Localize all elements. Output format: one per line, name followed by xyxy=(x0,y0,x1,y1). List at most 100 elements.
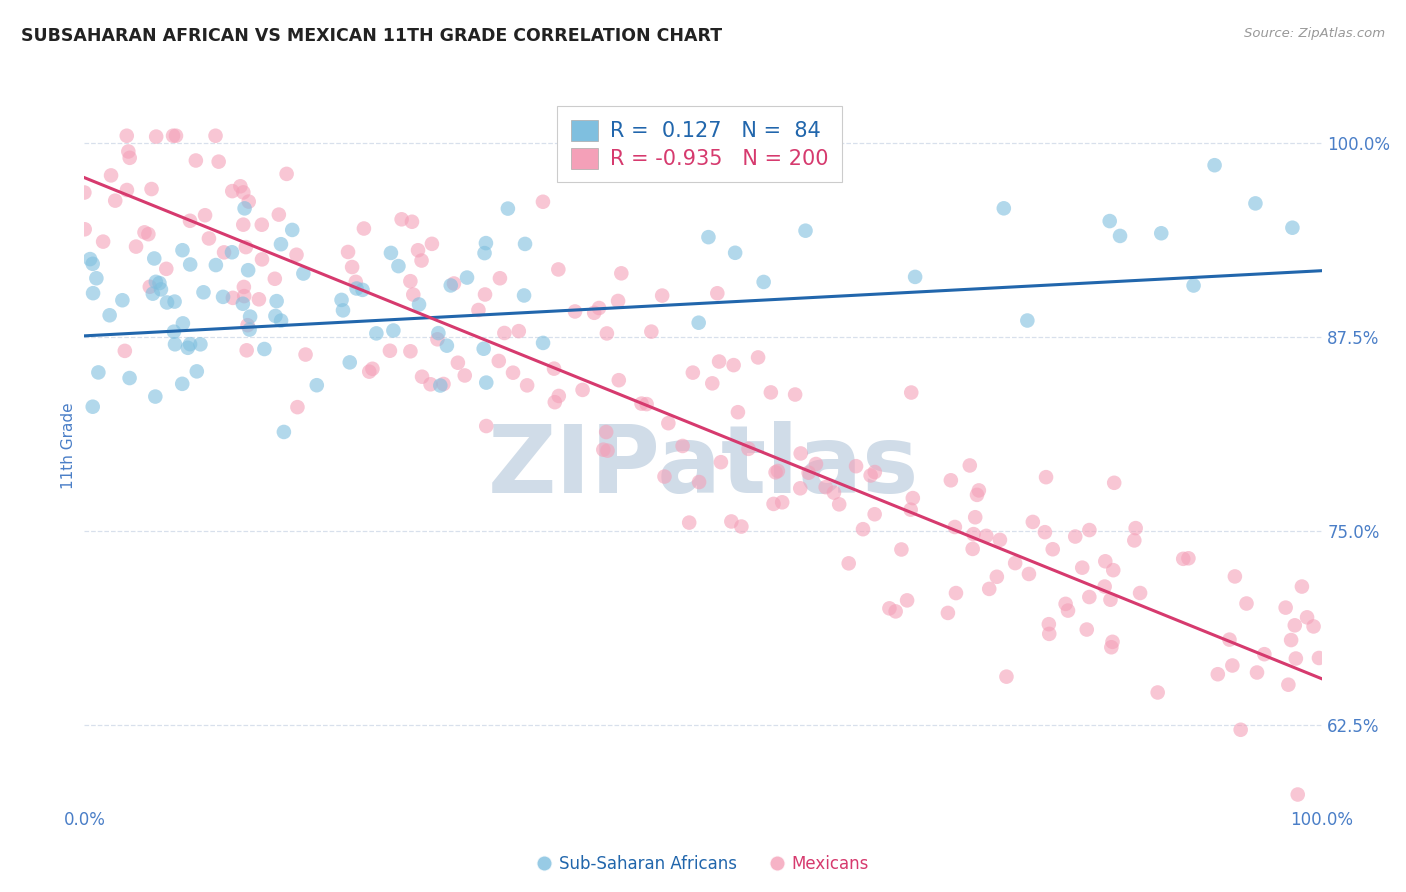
Point xyxy=(1177,551,1199,566)
Point xyxy=(233,202,256,216)
Point xyxy=(359,365,381,379)
Point xyxy=(785,387,807,401)
Point xyxy=(1220,658,1243,673)
Point xyxy=(710,455,733,469)
Point xyxy=(134,225,156,239)
Point xyxy=(266,294,288,309)
Point xyxy=(496,202,519,216)
Point xyxy=(408,297,430,311)
Point xyxy=(474,246,496,260)
Point xyxy=(1125,521,1147,535)
Point xyxy=(205,258,228,272)
Point xyxy=(979,582,1001,596)
Point xyxy=(190,337,212,351)
Point xyxy=(838,557,860,571)
Point xyxy=(1076,623,1098,637)
Point xyxy=(382,324,405,338)
Point xyxy=(939,473,962,487)
Point xyxy=(707,354,730,368)
Point xyxy=(1054,597,1077,611)
Point xyxy=(706,286,728,301)
Point xyxy=(149,282,172,296)
Point xyxy=(770,495,793,509)
Point xyxy=(797,466,820,480)
Point xyxy=(125,239,148,253)
Point xyxy=(143,252,166,266)
Point xyxy=(443,277,465,291)
Point xyxy=(287,400,309,414)
Point xyxy=(401,215,423,229)
Point xyxy=(399,344,422,359)
Point xyxy=(346,281,368,295)
Point xyxy=(986,570,1008,584)
Point xyxy=(232,218,254,232)
Point xyxy=(141,182,163,196)
Point xyxy=(163,294,186,309)
Point xyxy=(543,361,565,376)
Point xyxy=(1071,560,1094,574)
Point xyxy=(239,310,262,324)
Point xyxy=(411,253,433,268)
Point xyxy=(82,257,104,271)
Point xyxy=(337,244,360,259)
Point xyxy=(678,516,700,530)
Point xyxy=(547,262,569,277)
Point xyxy=(607,293,630,308)
Point xyxy=(737,442,759,456)
Text: ZIPatlas: ZIPatlas xyxy=(488,421,918,514)
Point xyxy=(1033,525,1056,540)
Point xyxy=(1291,580,1313,594)
Point xyxy=(142,286,165,301)
Point xyxy=(86,271,108,285)
Point xyxy=(402,287,425,301)
Point xyxy=(688,475,710,489)
Point xyxy=(165,128,187,143)
Point xyxy=(475,376,498,390)
Point xyxy=(115,128,138,143)
Point xyxy=(184,153,207,168)
Point xyxy=(426,332,449,346)
Point xyxy=(232,280,254,294)
Point xyxy=(823,485,845,500)
Point xyxy=(1146,685,1168,699)
Point xyxy=(1229,723,1251,737)
Point xyxy=(610,266,633,280)
Point xyxy=(1206,667,1229,681)
Point xyxy=(419,377,441,392)
Point xyxy=(1078,523,1101,537)
Point xyxy=(1277,678,1299,692)
Point xyxy=(406,244,429,258)
Point xyxy=(366,326,388,341)
Point xyxy=(1004,556,1026,570)
Point xyxy=(212,245,235,260)
Point xyxy=(104,194,127,208)
Point xyxy=(204,128,226,143)
Point xyxy=(172,244,194,258)
Point xyxy=(467,303,489,318)
Point xyxy=(429,378,451,392)
Point xyxy=(488,354,510,368)
Point xyxy=(531,335,554,350)
Point xyxy=(264,309,287,323)
Point xyxy=(544,395,567,409)
Point xyxy=(186,364,208,378)
Point xyxy=(1244,196,1267,211)
Point xyxy=(111,293,134,308)
Point xyxy=(1078,590,1101,604)
Point xyxy=(91,235,114,249)
Point xyxy=(432,376,454,391)
Point xyxy=(596,326,619,341)
Point xyxy=(974,529,997,543)
Point xyxy=(118,371,141,385)
Point xyxy=(1129,586,1152,600)
Point xyxy=(239,322,262,336)
Legend: Sub-Saharan Africans, Mexicans: Sub-Saharan Africans, Mexicans xyxy=(530,848,876,880)
Point xyxy=(340,260,363,274)
Point xyxy=(250,252,273,267)
Point xyxy=(236,318,259,333)
Point xyxy=(472,342,495,356)
Point xyxy=(583,306,606,320)
Point xyxy=(702,376,724,391)
Point xyxy=(330,293,353,307)
Point xyxy=(118,151,141,165)
